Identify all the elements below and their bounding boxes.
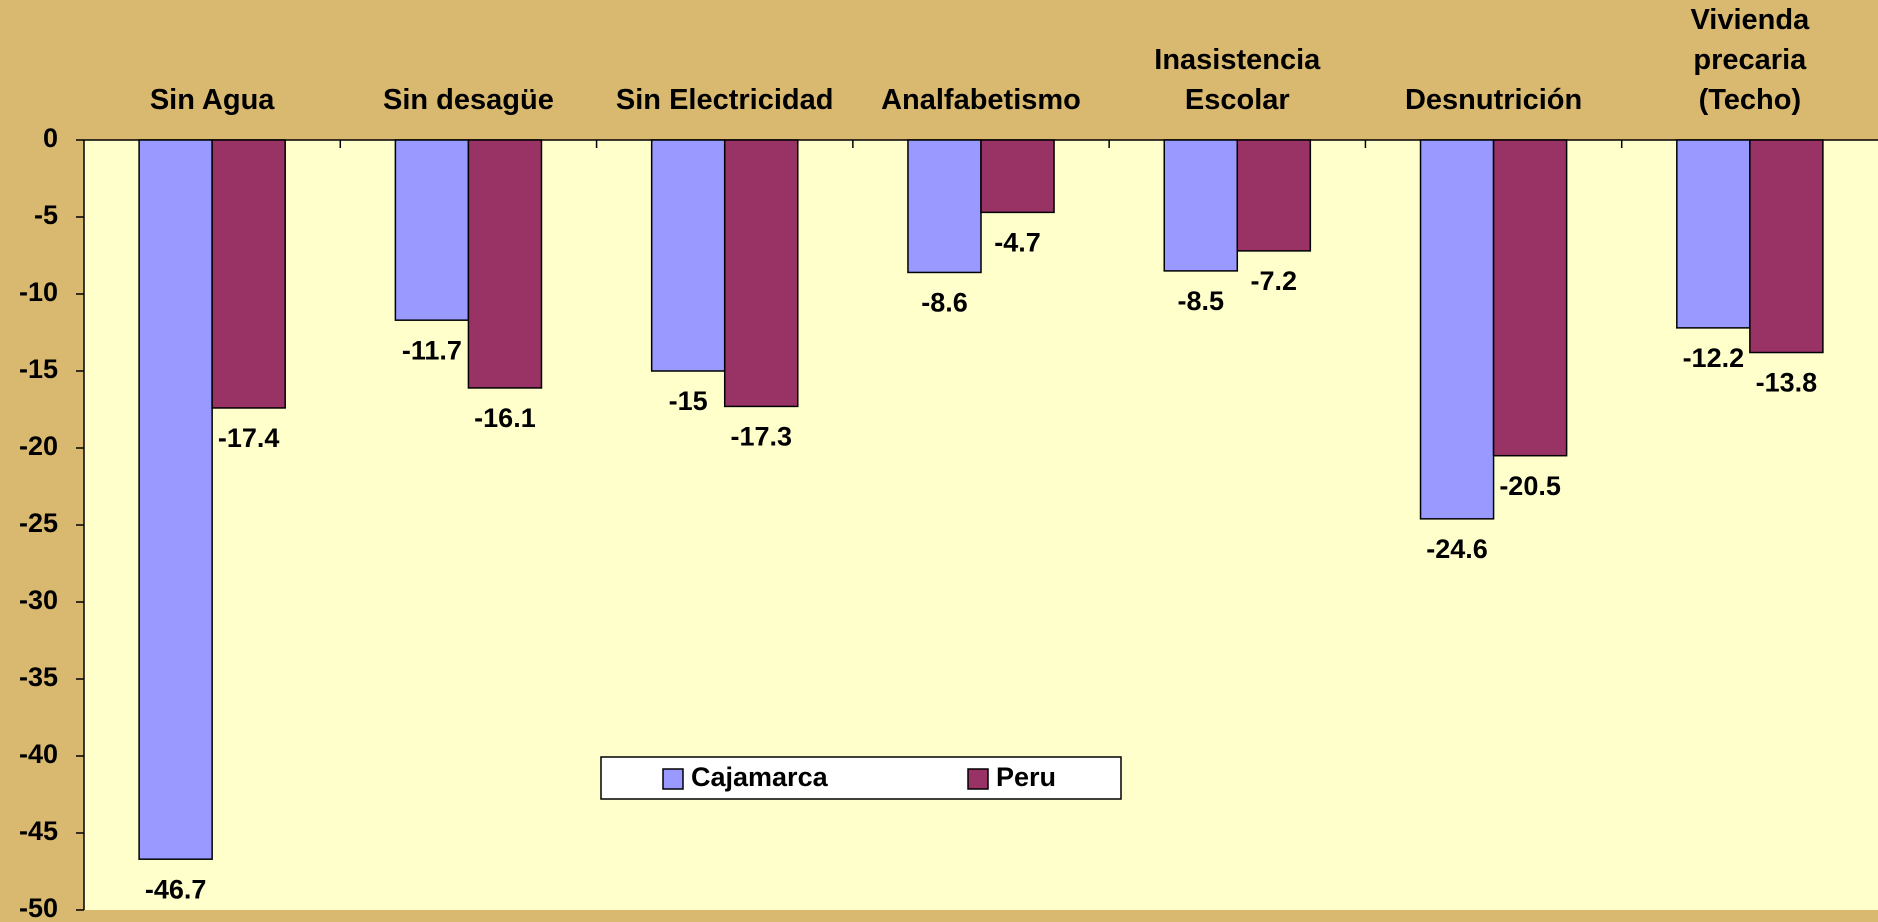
data-label: -17.4 <box>218 423 280 453</box>
y-tick-label: -50 <box>19 893 58 922</box>
data-label: -16.1 <box>474 403 536 433</box>
data-label: -8.5 <box>1177 286 1224 316</box>
data-label: -11.7 <box>402 335 462 365</box>
y-tick-label: -25 <box>19 508 58 538</box>
bar <box>1236 139 1312 252</box>
data-label: -7.2 <box>1251 266 1298 296</box>
category-label: Inasistencia Escolar <box>1154 44 1321 116</box>
data-label: -17.3 <box>730 422 792 452</box>
bar <box>907 139 982 274</box>
y-tick-label: -30 <box>19 585 58 615</box>
y-tick-label: -10 <box>19 277 58 307</box>
bar <box>467 139 543 389</box>
y-tick-label: -20 <box>19 431 58 461</box>
y-tick-label: 0 <box>43 123 58 153</box>
y-tick-label: -15 <box>19 354 58 384</box>
legend-label: Peru <box>996 762 1056 792</box>
category-label: Sin desagüe <box>383 84 554 116</box>
bar <box>138 139 213 860</box>
legend-box <box>600 756 1122 800</box>
y-tick-label: -45 <box>19 816 58 846</box>
bar <box>1749 139 1824 354</box>
data-label: -13.8 <box>1756 368 1818 398</box>
category-label: Sin Electricidad <box>615 84 834 116</box>
data-label: -12.2 <box>1683 343 1745 373</box>
category-label: Desnutrición <box>1404 84 1583 116</box>
category-label: Analfabetismo <box>881 84 1081 116</box>
data-label: -8.6 <box>921 288 968 318</box>
data-label: -4.7 <box>994 228 1041 258</box>
data-label: -46.7 <box>145 874 207 904</box>
bar <box>1676 139 1751 329</box>
legend-swatch <box>967 768 989 790</box>
y-tick-label: -35 <box>19 662 58 692</box>
bar <box>394 139 470 321</box>
y-tick-label: -5 <box>34 200 58 230</box>
y-tick-label: -40 <box>19 739 58 769</box>
legend-label: Cajamarca <box>691 762 829 792</box>
data-label: -15 <box>669 386 708 416</box>
data-label: -20.5 <box>1499 471 1561 501</box>
bar <box>1492 139 1568 457</box>
category-label: Sin Agua <box>149 84 275 116</box>
bar <box>650 139 726 372</box>
bar <box>980 139 1055 214</box>
bar <box>211 139 286 409</box>
category-label: Vivienda precaria (Techo) <box>1690 4 1810 116</box>
bar <box>1163 139 1239 272</box>
legend-swatch <box>662 768 684 790</box>
bar <box>723 139 799 408</box>
data-label: -24.6 <box>1426 534 1488 564</box>
bar <box>1419 139 1495 520</box>
